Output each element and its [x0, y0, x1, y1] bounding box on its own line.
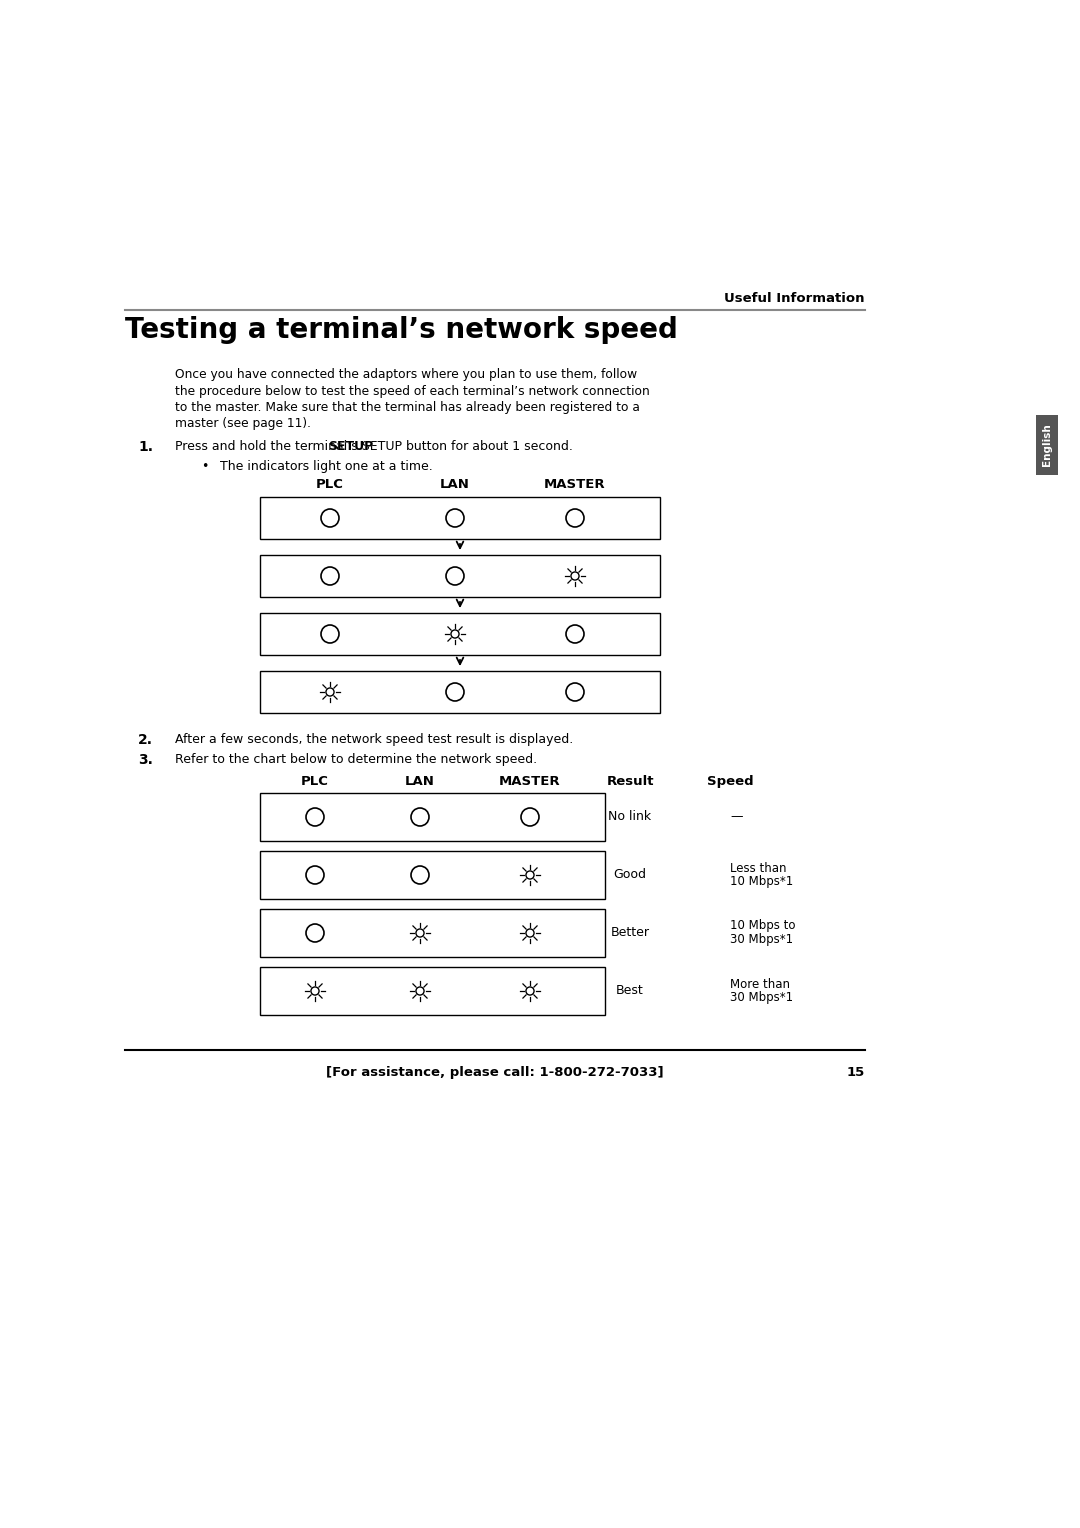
Text: 10 Mbps*1: 10 Mbps*1: [730, 876, 793, 888]
Text: Useful Information: Useful Information: [725, 292, 865, 306]
Text: English: English: [1042, 423, 1052, 466]
Text: Testing a terminal’s network speed: Testing a terminal’s network speed: [125, 316, 678, 344]
Text: More than: More than: [730, 978, 789, 990]
Bar: [260, 909, 605, 957]
Bar: [260, 851, 605, 898]
Text: Best: Best: [616, 984, 644, 998]
Bar: [260, 671, 660, 714]
Bar: [260, 613, 660, 656]
Text: PLC: PLC: [301, 775, 329, 788]
Text: Better: Better: [610, 926, 649, 940]
Text: master (see page 11).: master (see page 11).: [175, 417, 311, 431]
Text: PLC: PLC: [316, 478, 343, 490]
Text: Good: Good: [613, 868, 647, 882]
Text: [For assistance, please call: 1-800-272-7033]: [For assistance, please call: 1-800-272-…: [326, 1067, 664, 1079]
Text: 30 Mbps*1: 30 Mbps*1: [730, 992, 793, 1004]
Text: Speed: Speed: [706, 775, 754, 788]
Text: Press and hold the terminal’s SETUP button for about 1 second.: Press and hold the terminal’s SETUP butt…: [175, 440, 572, 452]
Text: Once you have connected the adaptors where you plan to use them, follow: Once you have connected the adaptors whe…: [175, 368, 637, 380]
Text: 10 Mbps to: 10 Mbps to: [730, 920, 796, 932]
Text: 1.: 1.: [138, 440, 153, 454]
Text: •: •: [201, 460, 208, 474]
Text: —: —: [730, 810, 743, 824]
Text: No link: No link: [608, 810, 651, 824]
Text: 3.: 3.: [138, 753, 153, 767]
Text: Less than: Less than: [730, 862, 786, 874]
Text: SETUP: SETUP: [328, 440, 374, 452]
Text: to the master. Make sure that the terminal has already been registered to a: to the master. Make sure that the termin…: [175, 400, 639, 414]
Text: SETUP: SETUP: [328, 440, 374, 452]
Bar: [260, 497, 660, 539]
Text: 15: 15: [847, 1067, 865, 1079]
Text: Refer to the chart below to determine the network speed.: Refer to the chart below to determine th…: [175, 753, 537, 766]
Text: The indicators light one at a time.: The indicators light one at a time.: [220, 460, 433, 474]
Bar: [260, 967, 605, 1015]
Bar: [260, 793, 605, 840]
Text: Result: Result: [606, 775, 653, 788]
Text: 2.: 2.: [138, 733, 153, 747]
Text: the procedure below to test the speed of each terminal’s network connection: the procedure below to test the speed of…: [175, 385, 650, 397]
Text: LAN: LAN: [440, 478, 470, 490]
Text: MASTER: MASTER: [499, 775, 561, 788]
Bar: [260, 555, 660, 597]
Text: After a few seconds, the network speed test result is displayed.: After a few seconds, the network speed t…: [175, 733, 573, 746]
Text: LAN: LAN: [405, 775, 435, 788]
Bar: [1036, 416, 1058, 475]
Text: 30 Mbps*1: 30 Mbps*1: [730, 934, 793, 946]
Text: MASTER: MASTER: [544, 478, 606, 490]
